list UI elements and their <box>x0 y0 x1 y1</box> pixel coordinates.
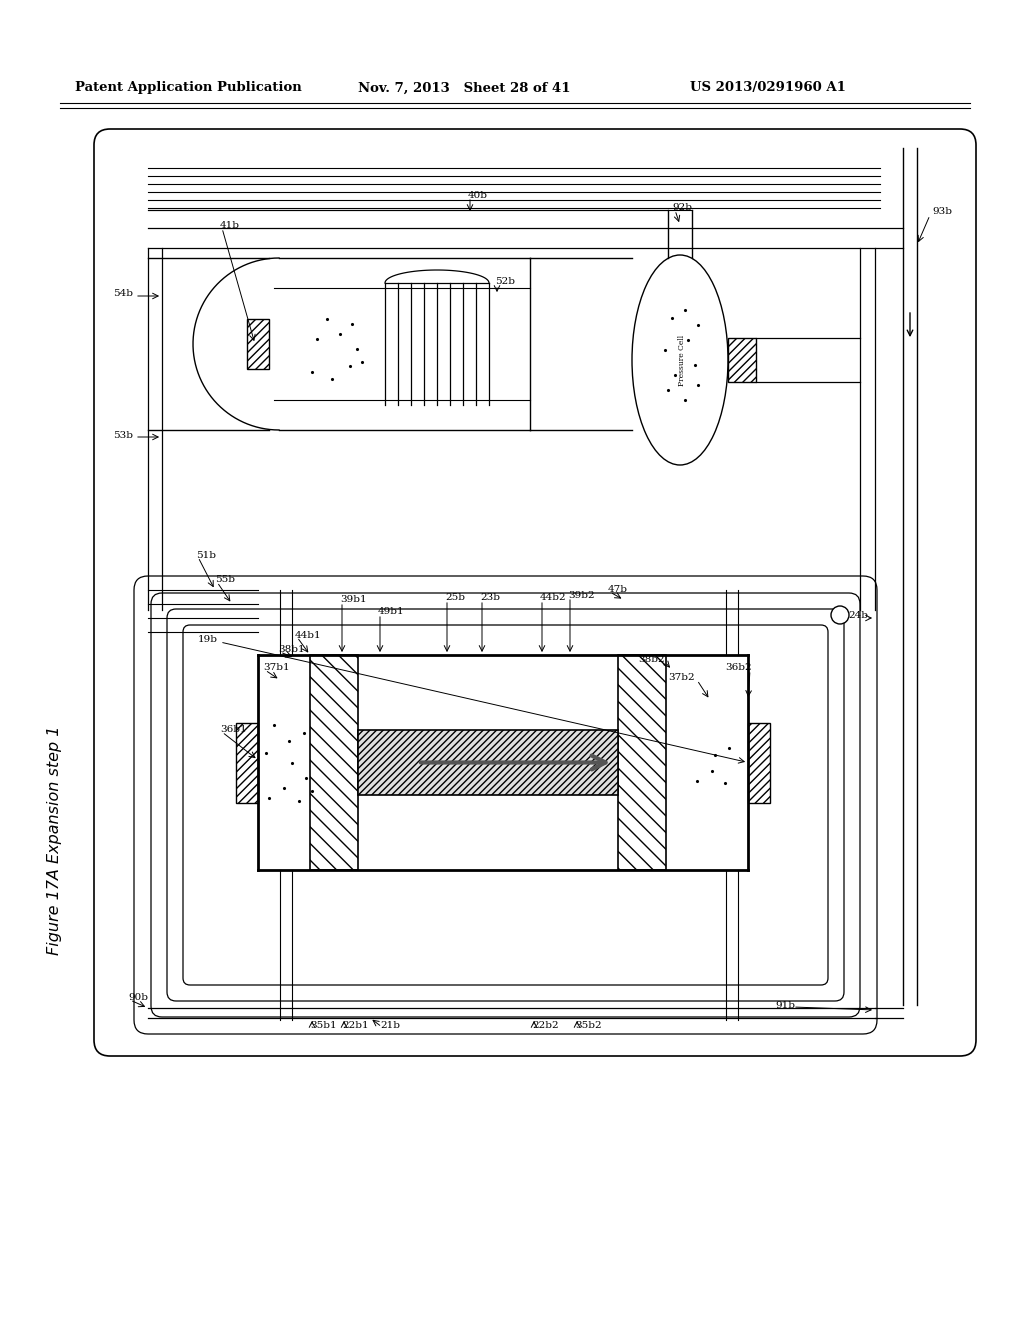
Text: 44b1: 44b1 <box>295 631 322 639</box>
Text: 22b2: 22b2 <box>532 1020 559 1030</box>
Bar <box>247 319 269 370</box>
Text: 23b: 23b <box>480 594 500 602</box>
Bar <box>728 338 756 381</box>
Text: 19b: 19b <box>198 635 218 644</box>
Text: 53b: 53b <box>113 430 133 440</box>
Bar <box>236 722 258 803</box>
Text: 25b: 25b <box>445 594 465 602</box>
Bar <box>748 722 770 803</box>
Text: 90b: 90b <box>128 994 148 1002</box>
Text: 91b: 91b <box>775 1001 795 1010</box>
Text: 37b2: 37b2 <box>669 673 695 682</box>
Text: 44b2: 44b2 <box>540 594 566 602</box>
Text: 37b1: 37b1 <box>263 664 290 672</box>
Text: 39b1: 39b1 <box>340 595 367 605</box>
Text: 36b1: 36b1 <box>220 726 247 734</box>
Text: 49b1: 49b1 <box>378 607 404 616</box>
Text: 51b: 51b <box>196 550 216 560</box>
Text: 54b: 54b <box>113 289 133 298</box>
Text: 52b: 52b <box>495 277 515 286</box>
Text: US 2013/0291960 A1: US 2013/0291960 A1 <box>690 82 846 95</box>
Text: 36b2: 36b2 <box>725 664 752 672</box>
Text: 39b2: 39b2 <box>568 590 595 599</box>
Text: 21b: 21b <box>380 1020 400 1030</box>
Bar <box>310 655 358 870</box>
Text: 24b: 24b <box>848 610 868 619</box>
Circle shape <box>831 606 849 624</box>
Text: 38b1: 38b1 <box>278 645 304 655</box>
Text: Pressure Cell: Pressure Cell <box>678 334 686 385</box>
Text: 35b2: 35b2 <box>575 1020 602 1030</box>
Text: Figure 17A Expansion step 1: Figure 17A Expansion step 1 <box>47 725 62 954</box>
Text: 41b: 41b <box>220 220 240 230</box>
Bar <box>618 655 666 870</box>
Text: 40b: 40b <box>468 190 488 199</box>
Text: 22b1: 22b1 <box>342 1020 369 1030</box>
Bar <box>358 730 618 795</box>
Text: 47b: 47b <box>608 586 628 594</box>
Text: 93b: 93b <box>932 207 952 216</box>
Text: Patent Application Publication: Patent Application Publication <box>75 82 302 95</box>
Text: 35b1: 35b1 <box>310 1020 337 1030</box>
Text: Nov. 7, 2013   Sheet 28 of 41: Nov. 7, 2013 Sheet 28 of 41 <box>358 82 570 95</box>
Text: 55b: 55b <box>215 576 234 585</box>
Text: 38b2: 38b2 <box>638 656 665 664</box>
Text: 92b: 92b <box>672 203 692 213</box>
